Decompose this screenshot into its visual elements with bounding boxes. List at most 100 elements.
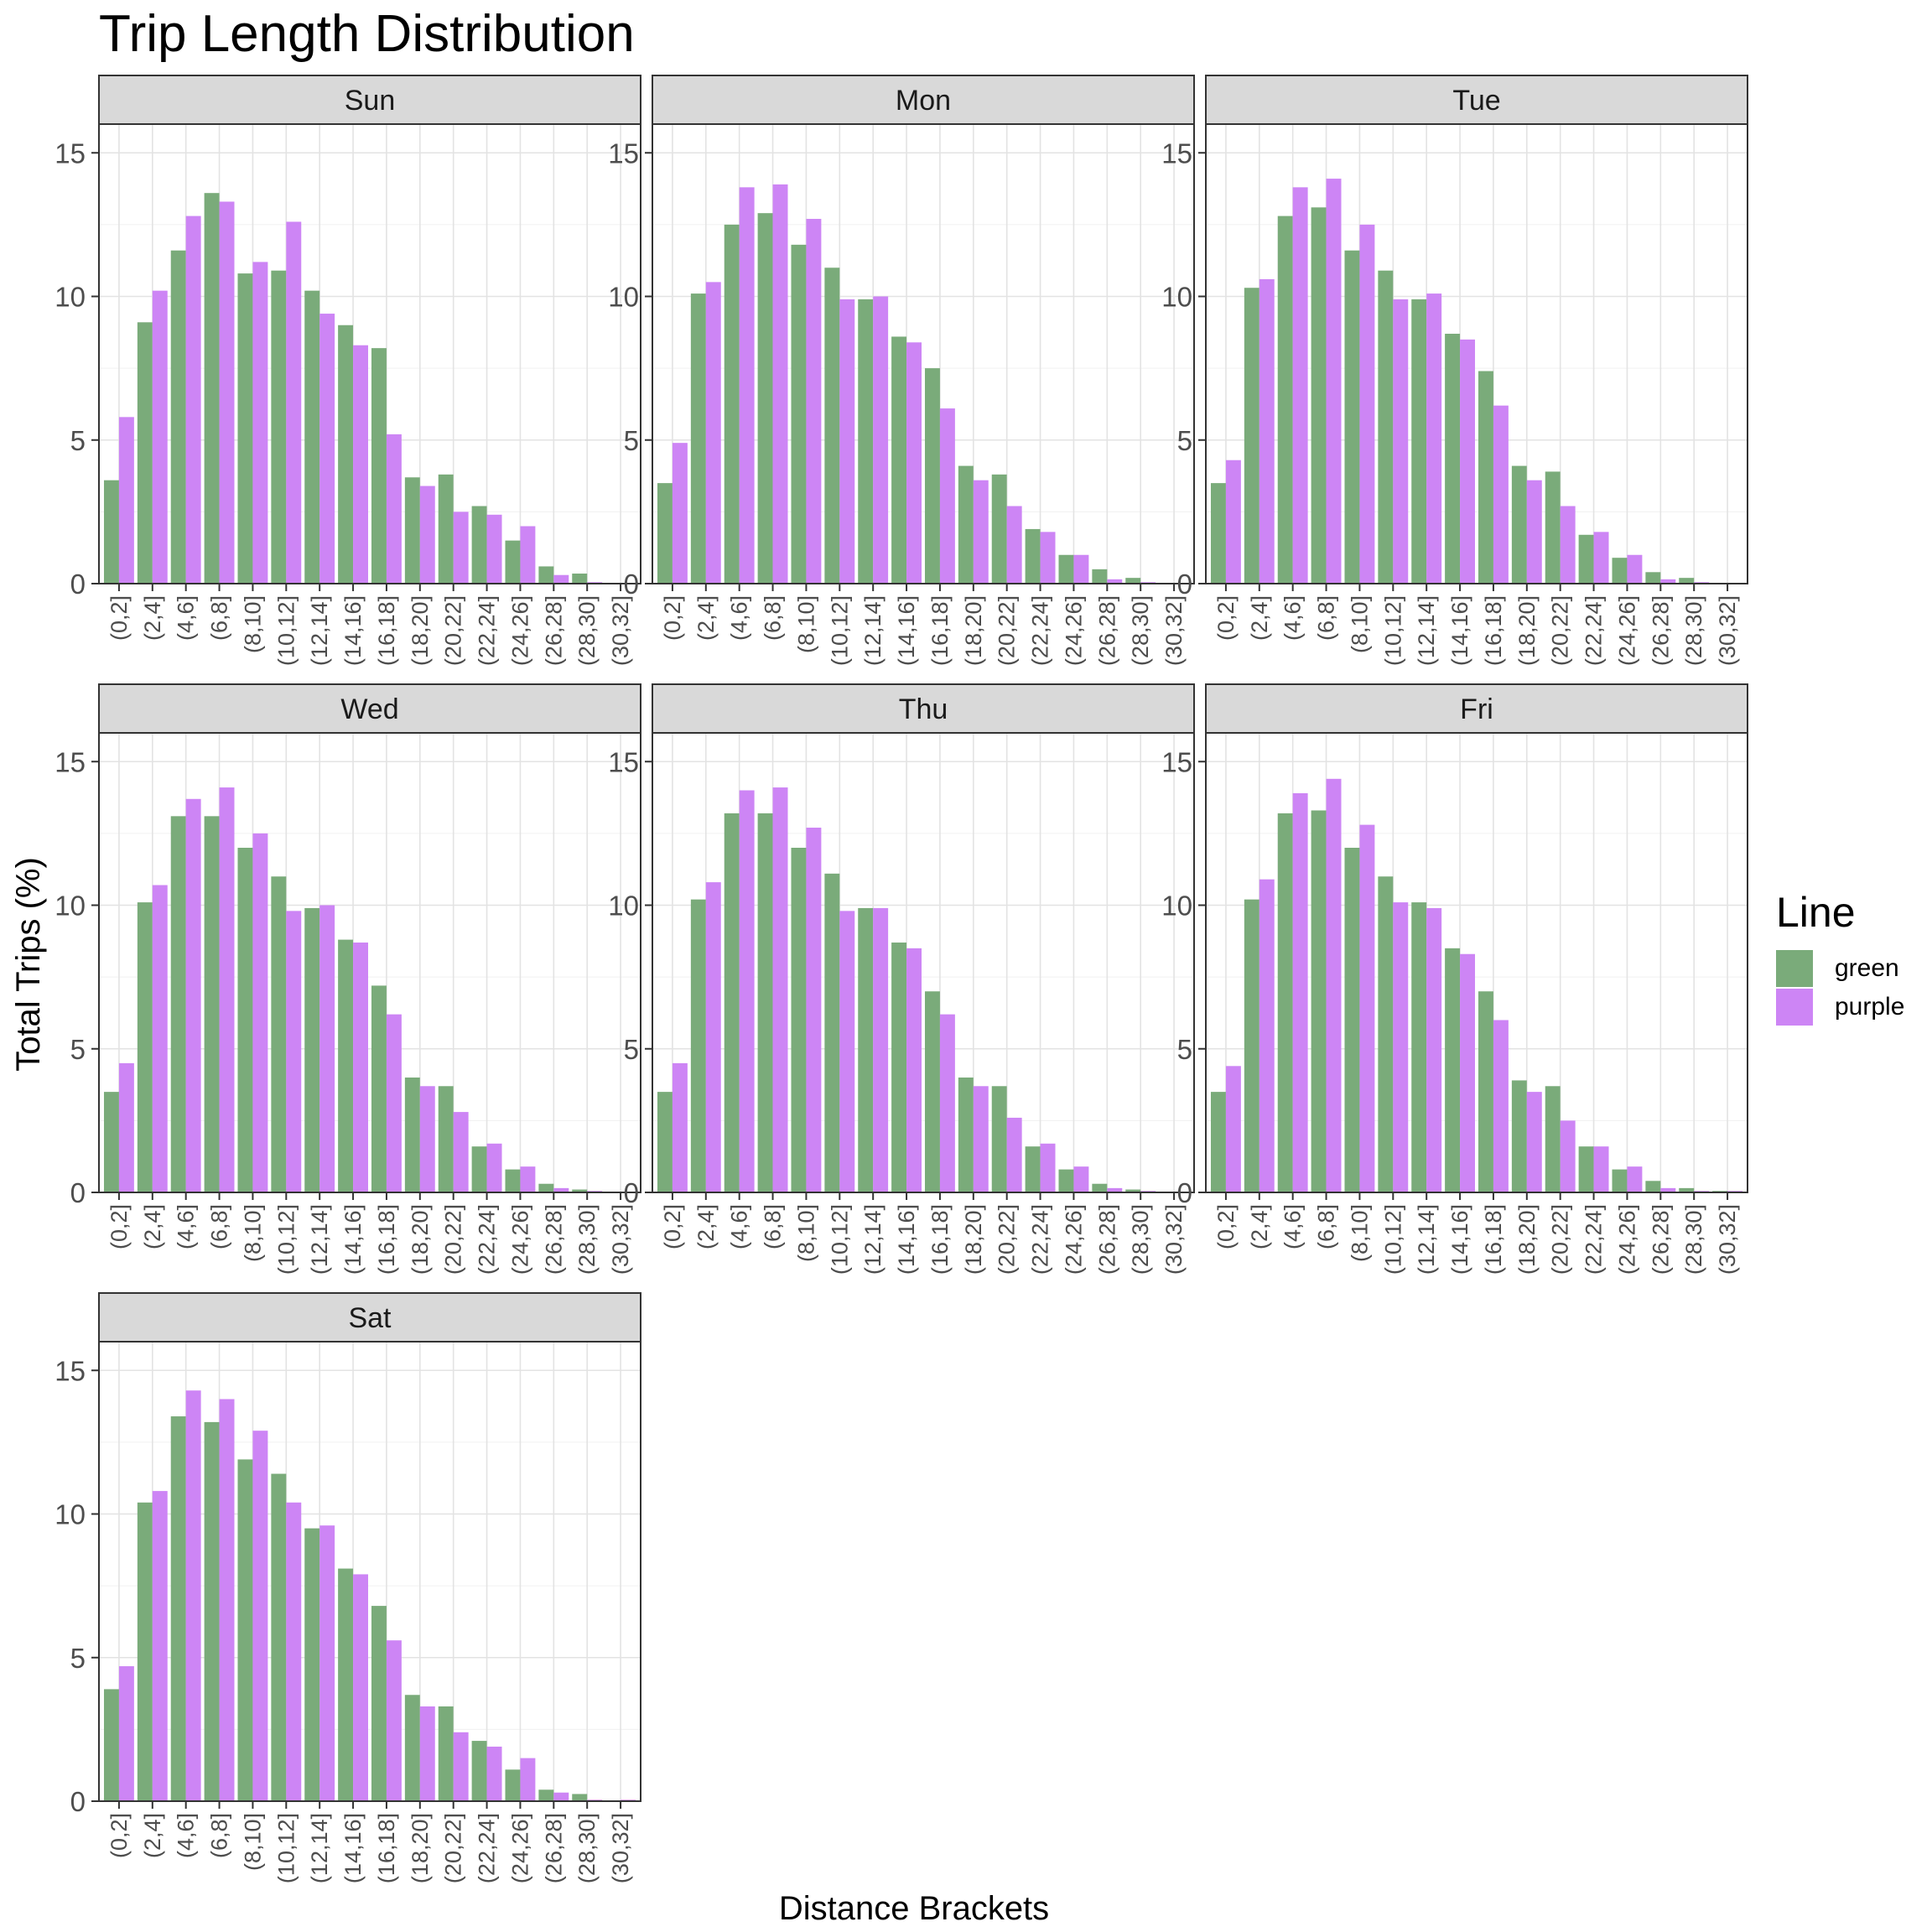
x-tick-label: (2,4] [140,1204,165,1249]
bar-green [1344,848,1360,1192]
y-tick-label: 10 [608,282,639,313]
x-tick-label: (24,26] [507,1204,532,1275]
y-tick-label: 5 [70,1034,86,1065]
x-tick-label: (10,12] [1380,595,1405,666]
bar-purple [739,790,755,1192]
bar-purple [1225,460,1241,584]
x-tick-label: (6,8] [761,595,786,641]
x-tick-label: (26,28] [541,595,566,666]
x-tick-label: (18,20] [961,595,986,666]
bar-green [724,224,740,584]
bar-green [505,1169,521,1192]
y-tick-label: 15 [608,138,639,169]
x-tick-label: (14,16] [340,1813,366,1883]
bar-green [1411,902,1427,1192]
bar-purple [1073,554,1089,584]
x-tick-label: (24,26] [1061,595,1086,666]
bar-green [1092,569,1108,584]
bar-purple [386,1640,402,1801]
bar-green [338,939,354,1192]
bar-green [538,566,554,584]
x-tick-label: (26,28] [1648,595,1673,666]
legend-item-purple: purple [1776,988,1904,1026]
panel-border [1205,123,1748,584]
x-tick-label: (30,32] [1161,1204,1187,1275]
x-tick-label: (2,4] [1247,595,1272,641]
y-tick-label: 0 [1177,1177,1192,1208]
bar-purple [419,1086,435,1192]
bar-green [137,322,153,584]
bar-green [538,1183,554,1192]
bar-green [1478,991,1493,1192]
bar-purple [1460,339,1476,584]
bar-green [1445,948,1461,1192]
panel-label: Mon [896,85,951,117]
bar-purple [1627,1166,1643,1192]
x-tick-label: (2,4] [140,1813,165,1858]
y-tick-label: 0 [624,569,639,600]
bar-purple [1359,824,1375,1192]
bar-purple [1660,1187,1676,1192]
x-tick-label: (12,14] [307,1204,332,1275]
bar-green [1578,534,1594,584]
bar-purple [152,885,168,1192]
bar-green [371,985,387,1192]
bar-green [791,244,807,584]
bar-green [1545,1086,1561,1192]
bar-green [1311,207,1327,584]
bar-green [572,1794,588,1801]
bar-green [1277,216,1293,584]
bar-purple [1326,179,1342,584]
bar-green [1125,578,1141,584]
panel-tue: Tue 0 5 10 15 (0,2] (2,4] (4,6] (6,8] (8,10] (10,1… [1161,75,1748,666]
bar-purple [152,290,168,584]
x-tick-label: (0,2] [660,1204,685,1249]
bar-purple [118,417,134,584]
panel-border [1205,732,1748,1193]
bar-purple [772,787,788,1192]
bar-green [858,299,874,584]
x-tick-label: (22,24] [1028,1204,1053,1275]
bar-green [690,899,706,1192]
x-tick-label: (12,14] [1414,595,1439,666]
x-tick-label: (4,6] [1280,595,1306,641]
bar-purple [1006,1117,1022,1192]
bar-purple [1426,293,1442,584]
bar-green [404,1695,420,1801]
x-tick-label: (30,32] [1715,1204,1740,1275]
bar-green [271,876,287,1192]
x-tick-label: (6,8] [207,595,232,641]
bar-purple [353,943,369,1192]
y-tick-label: 15 [608,746,639,777]
bar-green [404,477,420,584]
bar-purple [973,1086,989,1192]
bar-green [505,1769,521,1801]
x-tick-label: (22,24] [1028,595,1053,666]
bar-purple [1040,1143,1056,1192]
bar-green [438,474,454,584]
x-tick-label: (0,2] [106,1204,132,1249]
x-tick-label: (2,4] [1247,1204,1272,1249]
bar-purple [286,221,302,584]
x-tick-label: (22,24] [1581,1204,1607,1275]
bar-green [137,902,153,1192]
bar-green [1645,1181,1661,1192]
bar-green [657,1092,673,1192]
bar-green [958,1078,974,1192]
bar-green [991,474,1007,584]
x-tick-label: (4,6] [727,595,752,641]
bar-purple [353,345,369,584]
x-tick-label: (8,10] [1347,595,1372,653]
x-tick-label: (18,20] [961,1204,986,1275]
x-tick-label: (20,22] [441,1204,466,1275]
bar-green [1244,899,1259,1192]
bar-green [237,848,253,1192]
panel-border [98,1341,641,1802]
x-tick-label: (12,14] [1414,1204,1439,1275]
bar-purple [705,282,721,584]
bar-green [1478,371,1493,584]
bar-purple [419,486,435,584]
bar-green [304,290,320,584]
bar-green [824,267,840,584]
bar-green [1612,558,1628,584]
